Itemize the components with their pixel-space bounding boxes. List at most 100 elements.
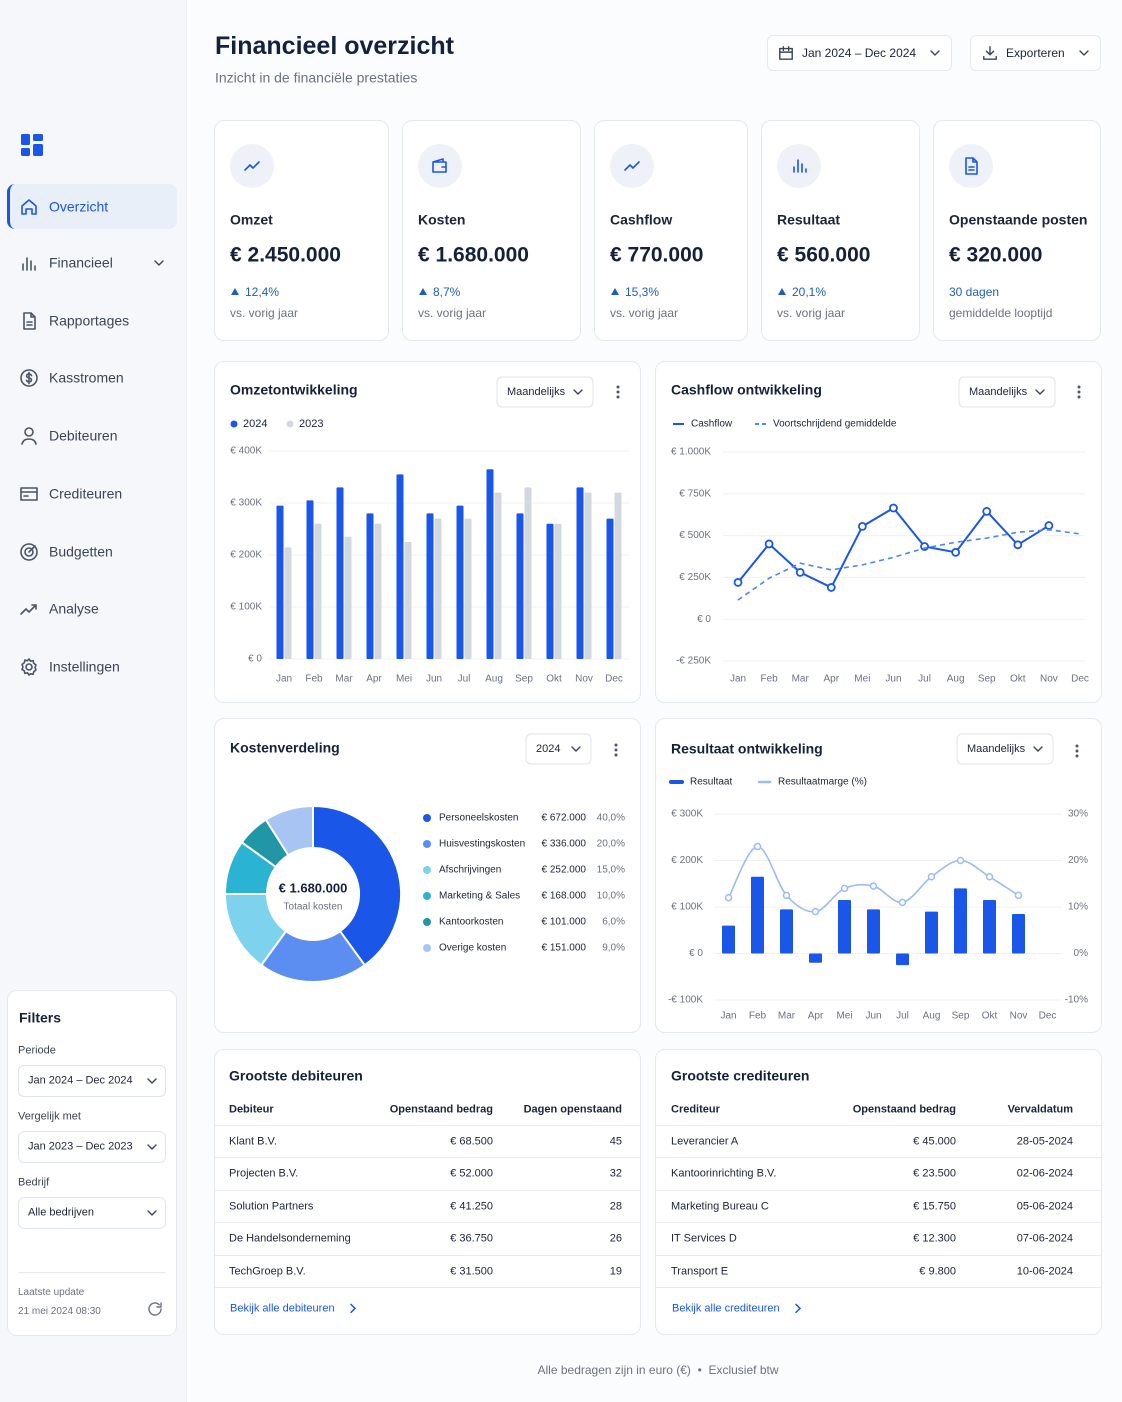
row-divider (215, 1189, 640, 1191)
x-tick-label: Dec (1071, 674, 1089, 685)
table-cell: Klant B.V. (229, 1135, 277, 1148)
period-dropdown[interactable]: Maandelijks (958, 376, 1056, 408)
kpi-icon-shape (244, 161, 260, 171)
legend-marker (230, 420, 238, 428)
filters-panel: Filters Periode Jan 2024 – Dec 2024 Vergeli… (7, 990, 177, 1336)
point (826, 583, 836, 592)
more-menu[interactable] (616, 385, 620, 399)
chevron-shape (154, 260, 164, 266)
y-tick-label: € 750K (679, 488, 711, 499)
filter-select[interactable]: Jan 2023 – Dec 2023 (18, 1131, 166, 1163)
nav-item[interactable]: Budgetten (7, 532, 177, 572)
kpi-icon-shape (793, 159, 807, 173)
chevron-shape (1079, 50, 1089, 56)
dropdown-box (525, 733, 592, 765)
nav-item[interactable]: Instellingen (7, 647, 177, 687)
pie-slice (312, 804, 402, 967)
table-cell: € 36.750 (450, 1232, 493, 1245)
x-tick-label: Jul (458, 674, 471, 685)
point (724, 893, 733, 902)
nav-item[interactable]: Overzicht (7, 187, 177, 227)
bar (1012, 913, 1025, 954)
x-tick-label: Mar (335, 674, 353, 685)
bar (838, 900, 851, 954)
chevron (154, 260, 164, 266)
period-button[interactable]: Jan 2024 – Dec 2024 (767, 35, 952, 71)
table-link[interactable]: Bekijk alle debiteuren (230, 1302, 357, 1315)
table-cell: 02-06-2024 (1016, 1167, 1073, 1180)
table-cell: € 9.800 (919, 1265, 956, 1277)
filter-select[interactable]: Jan 2024 – Dec 2024 (18, 1065, 166, 1097)
table-cell: € 41.250 (450, 1200, 493, 1213)
table-cell: 10-06-2024 (1016, 1265, 1073, 1277)
period-dropdown[interactable]: Maandelijks (496, 376, 594, 408)
nav-item[interactable]: Rapportages (7, 301, 177, 341)
link-arrow-shape (794, 1303, 801, 1314)
menu-dot (616, 385, 620, 389)
nav-item[interactable]: Kasstromen (7, 358, 177, 398)
more-menu[interactable] (1075, 744, 1079, 758)
more-menu[interactable] (1077, 385, 1081, 399)
y-tick-label: -10% (1065, 995, 1088, 1006)
chevron-shape (147, 1144, 157, 1150)
y-tick-label: € 200K (671, 855, 703, 866)
nav-item[interactable]: Debiteuren (7, 416, 177, 456)
y-tick-label: € 400K (230, 446, 262, 457)
table-link[interactable]: Bekijk alle crediteuren (672, 1302, 802, 1315)
refresh-icon-shape (148, 1302, 162, 1316)
chevron (1035, 389, 1045, 395)
x-tick-label: Nov (575, 674, 593, 685)
nav-item[interactable]: Financieel (7, 243, 177, 283)
nav-icon-shape (22, 257, 36, 271)
refresh-icon[interactable] (147, 1301, 163, 1317)
nav-item[interactable]: Crediteuren (7, 474, 177, 514)
bar (546, 523, 554, 659)
divider (18, 1272, 166, 1273)
x-tick-label: Apr (823, 674, 839, 685)
chevron (1079, 50, 1089, 56)
x-tick-label: Nov (1010, 1011, 1028, 1022)
period-dropdown[interactable]: Maandelijks (956, 733, 1054, 765)
kpi-value: € 1.680.000 (418, 243, 529, 267)
point (764, 539, 774, 549)
kpi-change: 20,1% (792, 284, 827, 299)
x-tick-label: Mar (792, 674, 810, 685)
legend-label: Kantoorkosten (439, 917, 504, 928)
y-tick-label: € 100K (230, 602, 262, 613)
nav-label: Financieel (49, 254, 113, 271)
y-tick-label: 10% (1068, 902, 1088, 913)
y-tick-label: 20% (1068, 855, 1088, 866)
logo-part (21, 148, 30, 156)
legend-percent: 6,0% (602, 917, 625, 928)
donut-total-label: Totaal kosten (284, 902, 343, 913)
legend-label: Huisvestingskosten (439, 839, 525, 850)
kpi-note: vs. vorig jaar (777, 305, 846, 320)
point (1044, 521, 1054, 530)
series-line (737, 507, 1050, 589)
donut-total: € 1.680.000 (279, 880, 348, 895)
nav-icon (21, 427, 37, 445)
nav-label: Debiteuren (49, 427, 118, 444)
bar (456, 505, 464, 659)
nav-icon (20, 604, 37, 615)
dropdown-label: Maandelijks (967, 743, 1026, 755)
y-tick-label: € 500K (679, 530, 711, 541)
filter-select[interactable]: Alle bedrijven (18, 1197, 166, 1229)
logo-part (33, 144, 43, 156)
bar (576, 487, 584, 659)
logo-part (33, 134, 43, 141)
more-menu[interactable] (614, 743, 618, 757)
trend-arrow-shape (231, 288, 239, 295)
export-button[interactable]: Exporteren (970, 35, 1101, 71)
menu-dot (1077, 390, 1081, 394)
filters-title: Filters (19, 1009, 62, 1026)
chevron-shape (147, 1078, 157, 1084)
kpi-value: € 560.000 (777, 243, 871, 267)
pie-slice (264, 804, 314, 857)
x-tick-label: Jun (865, 1011, 881, 1022)
nav-item[interactable]: Analyse (7, 589, 177, 629)
x-tick-label: Aug (923, 1011, 941, 1022)
filter-value: Alle bedrijven (28, 1206, 95, 1219)
period-dropdown[interactable]: 2024 (525, 733, 592, 765)
bar (809, 953, 822, 963)
